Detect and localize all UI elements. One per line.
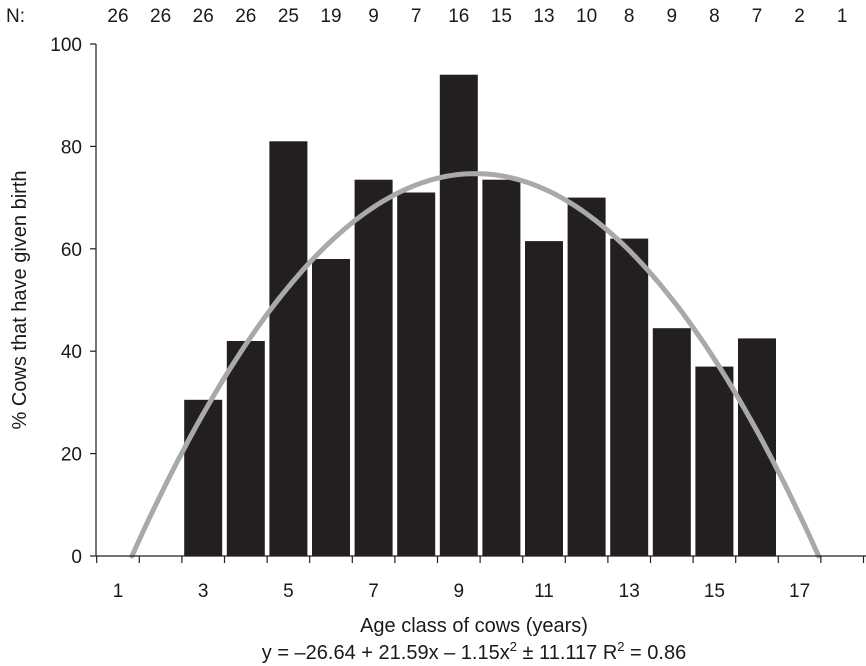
bar-age-14 <box>652 328 691 556</box>
sample-size-2: 26 <box>150 6 171 27</box>
bar-age-6 <box>312 259 350 556</box>
sample-size-row: N: 26 26 26 26 25 19 9 7 16 15 13 10 8 9 8 7 2 1 <box>6 6 847 27</box>
y-axis-title: % Cows that have given birth <box>9 170 31 429</box>
sample-size-15: 8 <box>709 6 720 27</box>
bar-age-10 <box>482 179 521 556</box>
sample-size-1: 26 <box>107 6 128 27</box>
sample-size-12: 10 <box>576 6 597 27</box>
x-tick-label-3: 3 <box>198 581 209 602</box>
bar-age-12 <box>567 197 606 556</box>
bar-age-13 <box>610 238 649 556</box>
sample-size-3: 26 <box>193 6 214 27</box>
y-tick-label-20: 20 <box>61 445 82 466</box>
sample-size-16: 7 <box>752 6 763 27</box>
y-tick-label-100: 100 <box>50 35 82 56</box>
y-tick-label-80: 80 <box>61 137 82 158</box>
equation-part-1: y = –26.64 + 21.59x – 1.15x <box>262 642 510 664</box>
bar-age-4 <box>226 341 265 556</box>
y-tick-label-40: 40 <box>61 342 82 363</box>
x-tick-label-15: 15 <box>704 581 725 602</box>
equation-part-2: ± 11.117 R <box>517 642 617 664</box>
x-axis-title: Age class of cows (years) <box>360 615 588 637</box>
axes-group <box>90 43 866 563</box>
y-tick-label-60: 60 <box>61 240 82 261</box>
regression-equation: y = –26.64 + 21.59x – 1.15x2 ± 11.117 R2… <box>262 639 686 664</box>
sample-size-13: 8 <box>624 6 635 27</box>
sample-size-18: 1 <box>837 6 848 27</box>
x-tick-label-13: 13 <box>619 581 640 602</box>
bar-age-3 <box>184 399 223 556</box>
fit-curve <box>129 171 822 559</box>
x-tick-label-9: 9 <box>454 581 465 602</box>
bar-age-16 <box>738 338 776 556</box>
bar-age-5 <box>269 141 308 557</box>
x-tick-label-1: 1 <box>113 581 124 602</box>
bars-group <box>184 74 776 557</box>
fit-curve-group <box>129 171 822 559</box>
bar-age-11 <box>525 241 563 556</box>
y-tick-label-0: 0 <box>71 547 82 568</box>
sample-size-11: 13 <box>533 6 554 27</box>
bar-age-8 <box>397 192 436 556</box>
sample-size-4: 26 <box>235 6 256 27</box>
equation-superscript-2: 2 <box>617 639 624 654</box>
bar-age-15 <box>695 366 734 556</box>
bar-age-9 <box>439 74 478 556</box>
equation-part-3: = 0.86 <box>625 642 687 664</box>
sample-size-17: 2 <box>794 6 805 27</box>
x-tick-label-5: 5 <box>283 581 294 602</box>
x-tick-label-7: 7 <box>368 581 379 602</box>
sample-size-5: 25 <box>278 6 299 27</box>
sample-size-9: 16 <box>448 6 469 27</box>
sample-size-14: 9 <box>667 6 678 27</box>
bar-age-7 <box>354 179 393 556</box>
sample-size-10: 15 <box>491 6 512 27</box>
x-tick-labels: 1 3 5 7 9 11 13 15 17 <box>113 581 810 602</box>
sample-size-8: 7 <box>411 6 422 27</box>
sample-size-prefix: N: <box>6 6 25 27</box>
sample-size-6: 19 <box>320 6 341 27</box>
y-tick-labels: 0 20 40 60 80 100 <box>50 35 82 568</box>
equation-superscript-1: 2 <box>510 639 517 654</box>
sample-size-7: 9 <box>368 6 379 27</box>
x-tick-label-17: 17 <box>789 581 810 602</box>
x-tick-label-11: 11 <box>534 581 554 602</box>
